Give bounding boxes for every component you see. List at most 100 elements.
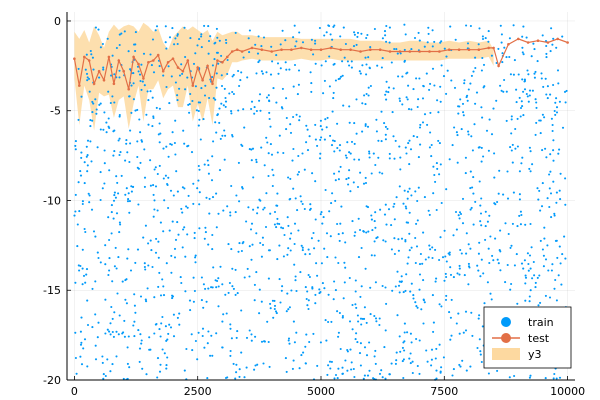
train-point xyxy=(516,225,519,228)
train-point xyxy=(178,87,181,90)
train-point xyxy=(292,320,295,323)
train-point xyxy=(461,359,464,362)
train-point xyxy=(545,56,548,59)
train-point xyxy=(112,199,116,202)
train-point xyxy=(114,196,117,199)
train-point xyxy=(178,312,181,315)
train-point xyxy=(388,152,391,155)
train-point xyxy=(499,250,502,253)
train-point xyxy=(316,144,319,147)
train-point xyxy=(470,74,473,77)
train-point xyxy=(165,145,168,148)
train-point xyxy=(302,351,305,354)
train-point xyxy=(106,37,109,40)
train-point xyxy=(164,41,167,44)
train-point xyxy=(393,218,396,221)
train-point xyxy=(485,129,489,132)
train-point xyxy=(212,97,215,100)
train-point xyxy=(496,200,499,204)
train-point xyxy=(115,330,118,333)
train-point xyxy=(406,331,409,334)
train-point xyxy=(285,116,288,120)
train-point xyxy=(383,122,386,125)
train-point xyxy=(385,302,388,305)
train-point xyxy=(368,156,371,159)
train-point xyxy=(533,72,536,75)
train-point xyxy=(542,254,545,257)
train-point xyxy=(234,268,237,271)
train-point xyxy=(250,222,254,225)
train-point xyxy=(120,32,123,35)
train-point xyxy=(301,41,305,44)
train-point xyxy=(242,108,245,111)
train-point xyxy=(166,183,169,187)
train-point xyxy=(142,236,145,239)
train-point xyxy=(370,214,373,217)
train-point xyxy=(394,362,397,365)
train-point xyxy=(214,121,217,124)
train-point xyxy=(364,181,368,185)
train-point xyxy=(556,256,559,259)
train-point xyxy=(314,293,317,296)
train-point xyxy=(326,256,329,259)
train-point xyxy=(553,214,556,217)
train-point xyxy=(263,164,266,167)
train-point xyxy=(198,203,201,206)
train-point xyxy=(333,140,336,143)
train-point xyxy=(231,90,234,94)
train-point xyxy=(458,363,461,366)
train-point xyxy=(439,236,442,239)
train-point xyxy=(449,316,452,319)
train-point xyxy=(133,304,136,307)
train-point xyxy=(171,295,175,298)
train-point xyxy=(303,207,306,211)
test-point xyxy=(536,39,540,42)
train-point xyxy=(276,151,279,154)
train-point xyxy=(511,222,514,225)
train-point xyxy=(132,324,135,327)
train-point xyxy=(255,72,258,75)
train-point xyxy=(360,323,363,326)
train-point xyxy=(478,241,481,244)
train-point xyxy=(529,374,532,377)
train-point xyxy=(333,280,336,283)
train-point xyxy=(143,185,146,188)
train-point xyxy=(171,27,174,30)
x-tick-label: 0 xyxy=(71,385,78,398)
train-point xyxy=(292,147,295,151)
train-point xyxy=(212,140,215,143)
train-point xyxy=(447,252,450,255)
train-point xyxy=(555,377,558,380)
train-point xyxy=(542,85,545,88)
train-point xyxy=(434,280,437,283)
train-point xyxy=(211,286,214,289)
train-point xyxy=(245,336,249,339)
train-point xyxy=(206,159,209,162)
train-point xyxy=(173,247,177,250)
train-point xyxy=(381,172,384,175)
train-point xyxy=(552,139,555,142)
train-point xyxy=(215,332,218,335)
train-point xyxy=(422,279,425,282)
train-point xyxy=(528,89,532,92)
train-point xyxy=(330,202,333,205)
train-point xyxy=(346,369,349,372)
train-point xyxy=(200,35,203,38)
train-point xyxy=(85,268,89,271)
train-point xyxy=(487,40,490,43)
train-point xyxy=(446,69,449,72)
train-point xyxy=(524,223,527,226)
train-point xyxy=(505,119,508,122)
train-point xyxy=(472,192,475,195)
train-point xyxy=(434,180,437,183)
train-point xyxy=(127,50,130,53)
train-point xyxy=(78,269,81,272)
train-point xyxy=(241,187,244,190)
train-point xyxy=(487,30,490,33)
train-point xyxy=(541,34,544,37)
train-point xyxy=(189,309,192,312)
train-point xyxy=(395,196,398,199)
train-point xyxy=(481,35,484,38)
train-point xyxy=(437,139,440,142)
train-point xyxy=(334,289,337,292)
